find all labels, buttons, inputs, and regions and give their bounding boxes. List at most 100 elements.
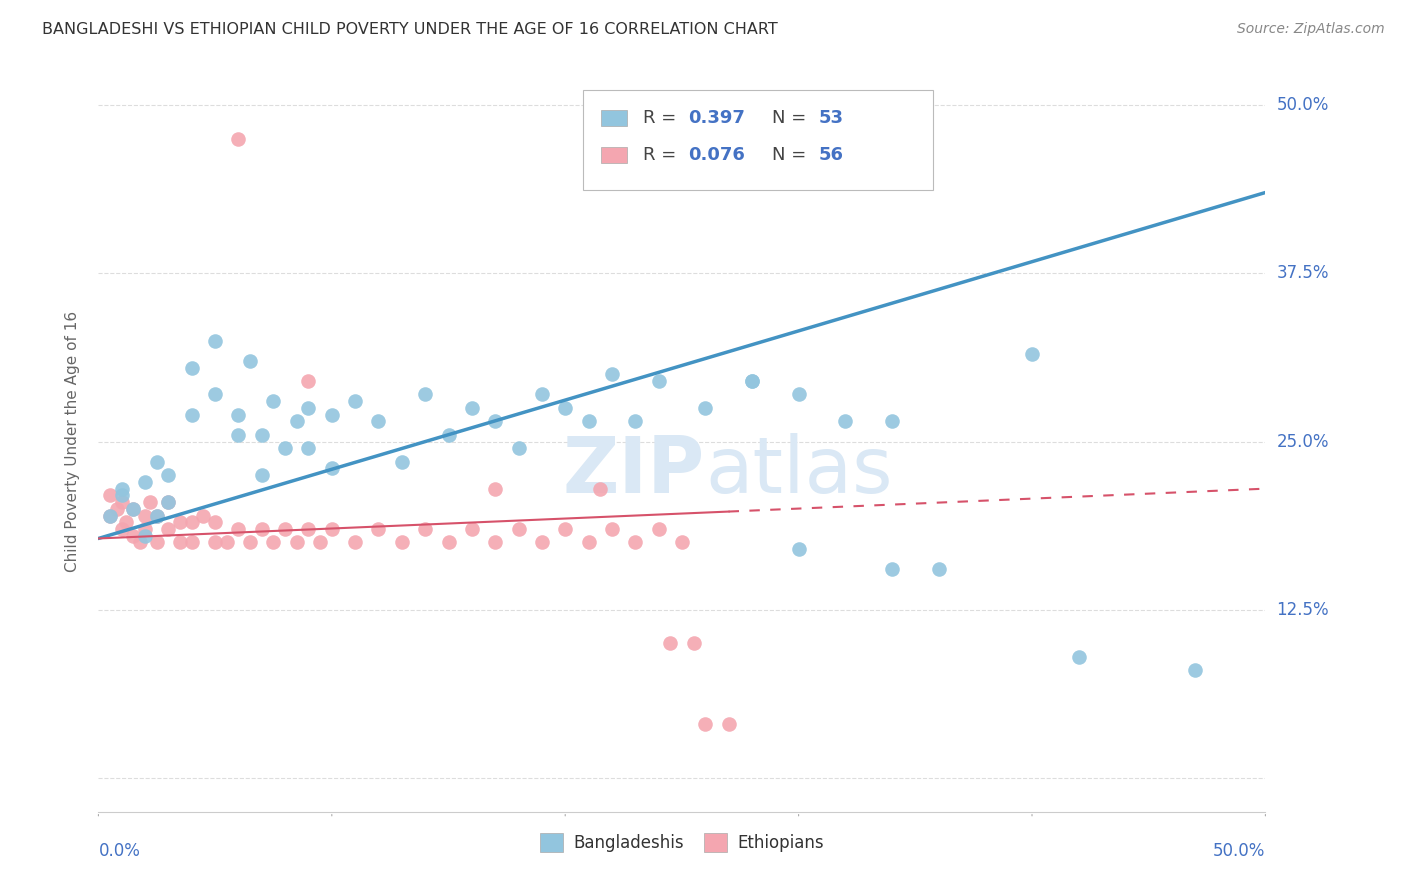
Point <box>204 516 226 530</box>
Point <box>344 394 367 409</box>
Point <box>180 516 202 530</box>
Text: 0.076: 0.076 <box>688 146 745 164</box>
Point <box>169 535 191 549</box>
Point <box>647 374 669 388</box>
Point <box>180 360 202 375</box>
Point <box>437 535 460 549</box>
Point <box>717 717 740 731</box>
Point <box>1184 664 1206 678</box>
Point <box>695 401 717 415</box>
Point <box>98 508 121 523</box>
Legend: Bangladeshis, Ethiopians: Bangladeshis, Ethiopians <box>533 826 831 859</box>
Point <box>157 495 180 509</box>
Point <box>880 562 903 576</box>
Text: 0.397: 0.397 <box>688 109 745 127</box>
Point <box>484 535 506 549</box>
Point <box>134 522 156 536</box>
Text: BANGLADESHI VS ETHIOPIAN CHILD POVERTY UNDER THE AGE OF 16 CORRELATION CHART: BANGLADESHI VS ETHIOPIAN CHILD POVERTY U… <box>42 22 778 37</box>
Point <box>787 542 810 557</box>
Point <box>1021 347 1043 361</box>
Point <box>297 522 319 536</box>
Text: Source: ZipAtlas.com: Source: ZipAtlas.com <box>1237 22 1385 37</box>
Point <box>157 495 180 509</box>
Y-axis label: Child Poverty Under the Age of 16: Child Poverty Under the Age of 16 <box>65 311 80 572</box>
Point <box>228 427 250 442</box>
Text: 50.0%: 50.0% <box>1277 96 1329 114</box>
Point <box>146 455 169 469</box>
Text: atlas: atlas <box>706 434 893 509</box>
Point <box>204 535 226 549</box>
Point <box>344 535 367 549</box>
Point <box>228 408 250 422</box>
Point <box>262 394 284 409</box>
Point <box>204 387 226 401</box>
Point <box>659 636 682 650</box>
Point <box>157 522 180 536</box>
Point <box>787 387 810 401</box>
Point <box>228 131 250 145</box>
Point <box>134 508 156 523</box>
Point <box>204 334 226 348</box>
Point <box>111 488 134 502</box>
FancyBboxPatch shape <box>602 147 627 163</box>
Text: 56: 56 <box>818 146 844 164</box>
Point <box>624 535 647 549</box>
Point <box>578 535 600 549</box>
Point <box>880 414 903 428</box>
Point <box>129 535 152 549</box>
Point <box>391 535 413 549</box>
Point <box>461 401 484 415</box>
Point <box>122 529 145 543</box>
Text: N =: N = <box>772 109 811 127</box>
Text: 0.0%: 0.0% <box>98 842 141 860</box>
Point <box>741 374 763 388</box>
Point <box>193 508 215 523</box>
Point <box>682 636 704 650</box>
Point <box>624 414 647 428</box>
Point <box>321 408 343 422</box>
Point <box>600 522 623 536</box>
Point <box>484 482 506 496</box>
Point <box>250 522 273 536</box>
Point <box>134 529 156 543</box>
Point <box>228 522 250 536</box>
Point <box>146 508 169 523</box>
Point <box>262 535 284 549</box>
Point <box>215 535 238 549</box>
Point <box>413 522 436 536</box>
Point <box>146 535 169 549</box>
Point <box>671 535 693 549</box>
Point <box>105 501 128 516</box>
Point <box>139 495 162 509</box>
Point <box>600 368 623 382</box>
Point <box>115 516 138 530</box>
Point <box>461 522 484 536</box>
Point <box>157 468 180 483</box>
Point <box>391 455 413 469</box>
Point <box>647 522 669 536</box>
Point <box>437 427 460 442</box>
Point <box>928 562 950 576</box>
Point <box>274 522 297 536</box>
Point <box>146 508 169 523</box>
Point <box>180 535 202 549</box>
Point <box>484 414 506 428</box>
Point <box>530 535 553 549</box>
Point <box>122 501 145 516</box>
Point <box>297 374 319 388</box>
Point <box>413 387 436 401</box>
Point <box>589 482 612 496</box>
Point <box>695 717 717 731</box>
Point <box>321 522 343 536</box>
Point <box>274 442 297 456</box>
Point <box>134 475 156 489</box>
Point <box>297 442 319 456</box>
Point <box>111 522 134 536</box>
Point <box>717 159 740 173</box>
Point <box>285 414 308 428</box>
Point <box>367 414 389 428</box>
Point <box>239 353 262 368</box>
Point <box>250 468 273 483</box>
Text: N =: N = <box>772 146 811 164</box>
Point <box>169 516 191 530</box>
